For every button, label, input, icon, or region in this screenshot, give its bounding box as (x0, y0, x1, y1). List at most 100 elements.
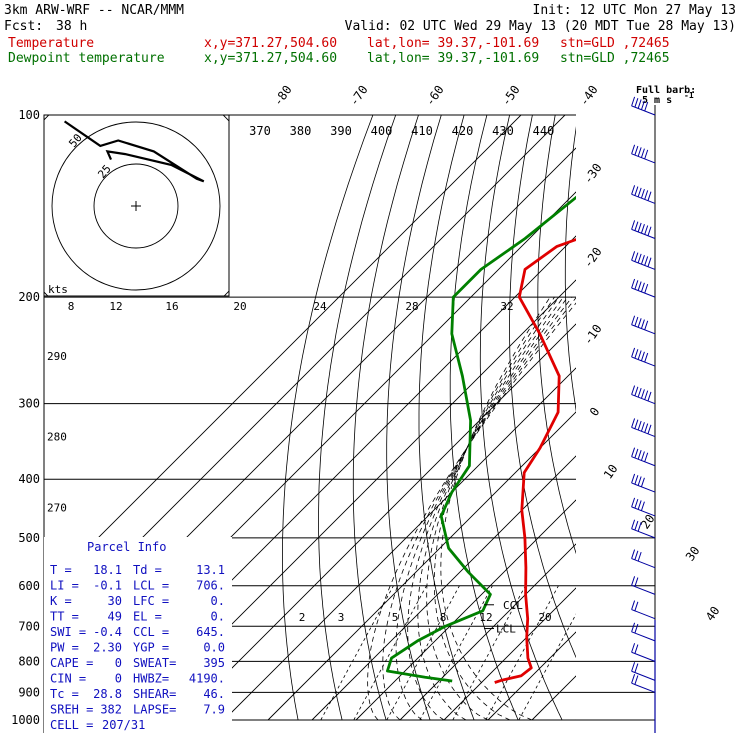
mixing-ratio-line (452, 585, 526, 721)
parcel-info-key: LAPSE= (133, 703, 176, 717)
pressure-tick-label: 500 (18, 531, 40, 545)
wind-barb-staff (631, 682, 656, 693)
header: 3km ARW-WRF -- NCAR/MMM Init: 12 UTC Mon… (4, 3, 736, 66)
wind-barb-staff (631, 651, 656, 662)
wind-barb-flag (631, 418, 636, 428)
isotherm-label: -80 (271, 83, 295, 109)
isotherm-label: -60 (423, 83, 447, 109)
wind-barb-staff (631, 394, 656, 405)
wind-barb-flag (637, 281, 642, 291)
hodograph-tick-label: 28 (405, 300, 418, 313)
level-marker-label: LCL (496, 623, 516, 636)
hodograph-ring-label: 25 (95, 162, 113, 181)
dry-adiabat-line (479, 115, 563, 721)
pressure-tick-label: 300 (18, 397, 40, 411)
wind-barb-flag (634, 498, 639, 509)
parcel-info-key: K = (50, 594, 72, 608)
wind-barb-flag (631, 622, 636, 632)
theta-label: 440 (533, 124, 555, 138)
wind-barb-flag (631, 600, 636, 610)
dewpoint-profile (386, 195, 576, 683)
wind-barb-flag (640, 351, 645, 361)
wind-barb-flag (634, 221, 639, 231)
dewpoint-legend-label: Dewpoint temperature (8, 51, 165, 66)
parcel-info-value: 7.9 (203, 703, 225, 717)
wind-barb-flag (637, 387, 642, 398)
wind-barb (631, 347, 656, 367)
pressure-tick-label: 700 (18, 619, 40, 633)
wind-barb-flag (631, 96, 636, 107)
wind-barb (631, 385, 656, 405)
parcel-info-value: 2.30 (93, 641, 122, 655)
wind-barb-flag (634, 577, 639, 587)
parcel-info-value: 0 (115, 656, 122, 670)
pressure-tick-label: 800 (18, 654, 40, 668)
hodograph-tick-label: 24 (313, 300, 327, 313)
wind-barb-flag (634, 550, 639, 560)
wind-barb-flag (640, 224, 645, 234)
wind-barb-staff (631, 259, 656, 270)
wind-barb (631, 622, 656, 642)
parcel-info-value: 30 (108, 594, 122, 608)
wind-barb-flag (631, 549, 636, 559)
moist-adiabat-line (367, 302, 576, 721)
wind-barb-flag (640, 188, 645, 199)
wind-barb-staff (631, 584, 656, 595)
wind-barb-flag (634, 145, 639, 156)
moist-adiabat-line (395, 296, 573, 721)
mixing-ratio-label: 12 (479, 611, 492, 624)
wind-barb-flag (644, 225, 649, 235)
init-time: Init: 12 UTC Mon 27 May 13 (533, 3, 737, 18)
wind-barb-flag (644, 256, 649, 266)
theta-label: 420 (452, 124, 474, 138)
wind-barbs (631, 96, 656, 733)
parcel-info-key: HWBZ= (133, 672, 169, 686)
parcel-info-title: Parcel Info (87, 540, 166, 554)
parcel-info-key: YGP = (133, 641, 169, 655)
parcel-info-value: 0. (211, 610, 225, 624)
profiles (386, 195, 576, 684)
mixing-ratio-line (320, 585, 394, 721)
wind-barb-flag (637, 476, 642, 486)
theta-left-label: 280 (47, 431, 67, 444)
wind-barb-flag (644, 101, 649, 112)
moist-adiabat-line (417, 296, 564, 721)
parcel-info-key: CCL = (133, 625, 169, 639)
parcel-info-value: 207/31 (102, 718, 145, 732)
wind-barb-flag (647, 391, 652, 402)
pressure-tick-label: 600 (18, 579, 40, 593)
wind-barb-flag (640, 148, 645, 158)
wind-barb-flag (634, 475, 639, 485)
model-title: 3km ARW-WRF -- NCAR/MMM (4, 3, 184, 18)
wind-barb-flag (640, 100, 645, 110)
barb-legend: Full barb: 5 m s -1 (636, 85, 696, 106)
level-marker-label: CCL (503, 599, 523, 612)
parcel-info-value: 4190. (189, 672, 225, 686)
dry-adiabat-line (643, 115, 740, 720)
wind-barb (631, 674, 656, 693)
isotherm-label: 10 (601, 462, 621, 482)
isotherm-line (179, 323, 576, 721)
isotherm-line (223, 367, 576, 721)
parcel-info-key: TT = (50, 610, 79, 624)
parcel-info-value: 0.0 (203, 641, 225, 655)
dry-adiabat-line (715, 115, 740, 720)
dry-adiabat-line (509, 115, 576, 659)
isotherm-line (267, 411, 576, 721)
mixing-ratio-label: 3 (338, 611, 345, 624)
wind-barb-staff (631, 193, 656, 204)
isotherm-line (443, 587, 576, 721)
wind-barb-flag (631, 144, 636, 154)
wind-barb-staff (631, 558, 656, 569)
wind-barb (631, 473, 656, 493)
wind-barb (631, 278, 656, 298)
hodograph-trace (63, 120, 205, 183)
isotherm-label: -70 (347, 83, 371, 109)
wind-barb-flag (637, 420, 642, 431)
moist-adiabat-line (440, 296, 551, 721)
parcel-info-key: LI = (50, 579, 79, 593)
parcel-info-key: LFC = (133, 594, 169, 608)
fcst-value: 38 h (56, 19, 87, 34)
wind-barb-staff (631, 356, 656, 367)
